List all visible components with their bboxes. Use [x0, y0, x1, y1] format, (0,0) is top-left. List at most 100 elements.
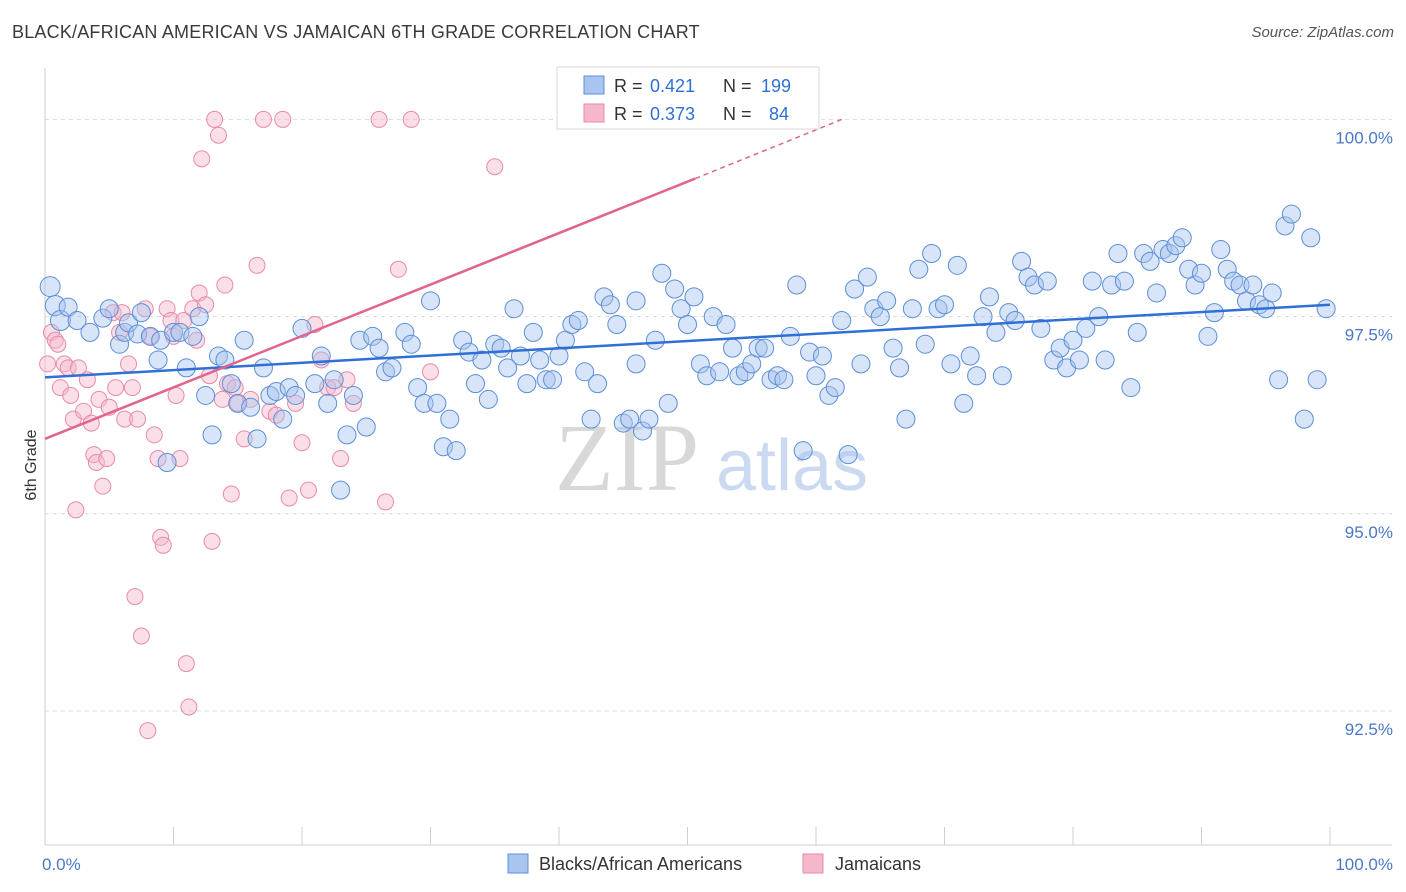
blacks-point-29: [241, 397, 261, 417]
blacks-point-30: [247, 429, 267, 449]
blacks-point-35: [279, 378, 299, 398]
blacks-point-165: [1121, 378, 1141, 398]
blacks-point-162: [1102, 275, 1122, 295]
jamaicans-point-17: [94, 477, 112, 495]
blacks-point-74: [543, 370, 563, 390]
blacks-point-73: [536, 370, 556, 390]
chart-title: BLACK/AFRICAN AMERICAN VS JAMAICAN 6TH G…: [12, 22, 700, 42]
jamaicans-point-27: [126, 588, 144, 606]
jamaicans-point-45: [184, 300, 202, 318]
blacks-point-150: [1024, 275, 1044, 295]
blacks-point-26: [221, 374, 241, 394]
blacks-point-19: [148, 350, 168, 370]
blacks-point-163: [1108, 244, 1128, 264]
blacks-point-40: [318, 393, 338, 413]
jamaicans-point-33: [145, 426, 163, 444]
watermark-atlas: atlas: [716, 426, 868, 506]
blacks-point-147: [1005, 311, 1025, 331]
jamaicans-point-48: [193, 150, 211, 168]
blacks-point-18: [189, 307, 209, 327]
trend-lines: [44, 118, 1331, 441]
blacks-point-46: [356, 417, 376, 437]
legend-swatch-blue: [583, 75, 605, 95]
jamaicans-point-74: [325, 379, 343, 397]
jamaicans-point-75: [332, 450, 350, 468]
jamaicans-point-43: [177, 655, 195, 673]
blacks-point-164: [1114, 271, 1134, 291]
blacks-point-82: [594, 287, 614, 307]
x-tick-label-0: 0.0%: [42, 855, 81, 874]
blacks-point-121: [838, 445, 858, 465]
blacks-point-137: [941, 354, 961, 374]
blacks-point-107: [748, 338, 768, 358]
blacks-point-119: [825, 378, 845, 398]
blacks-point-190: [1281, 204, 1301, 224]
jamaicans-point-15: [87, 454, 105, 471]
blacks-point-166: [1127, 322, 1147, 342]
blacks-point-120: [832, 311, 852, 331]
blacks-point-169: [1147, 283, 1167, 303]
blacks-point-33: [266, 382, 286, 402]
gridlines: [45, 118, 1392, 712]
blacks-point-192: [1301, 228, 1321, 248]
blacks-point-173: [1172, 228, 1192, 248]
jamaicans-point-60: [235, 430, 253, 448]
series-blacks-african-americans: [39, 204, 1336, 500]
blacks-point-0: [39, 276, 61, 298]
x-tick-label-1: 100.0%: [1335, 855, 1393, 874]
blacks-point-167: [1134, 244, 1154, 264]
jamaicans-point-24: [116, 410, 134, 428]
jamaicans-point-44: [180, 698, 198, 716]
jamaicans-point-77: [344, 394, 362, 412]
jamaicans-point-70: [299, 481, 317, 499]
blacks-point-16: [170, 322, 190, 342]
legend-label-blacks: Blacks/African Americans: [539, 854, 742, 874]
blacks-point-58: [440, 409, 460, 429]
blacks-point-79: [575, 362, 595, 382]
legend-swatch-blacks: [507, 853, 529, 874]
blacks-point-42: [331, 480, 351, 500]
blacks-point-28: [234, 330, 254, 350]
chart-source: Source: ZipAtlas.com: [1251, 24, 1394, 41]
blacks-point-51: [395, 322, 415, 342]
blacks-point-20: [157, 453, 177, 472]
blacks-point-133: [915, 334, 935, 354]
legend-r-label-1: R =: [614, 76, 643, 96]
series-jamaicans: [39, 110, 504, 740]
jamaicans-point-69: [293, 434, 311, 452]
y-tick-label-1: 95.0%: [1345, 523, 1393, 542]
blacks-point-7: [99, 299, 119, 319]
blacks-point-151: [1031, 318, 1051, 338]
blacks-point-64: [478, 389, 498, 409]
jamaicans-point-67: [280, 489, 298, 507]
jamaicans-point-20: [104, 304, 122, 322]
blacks-point-92: [652, 263, 672, 283]
legend-label-jamaicans: Jamaicans: [835, 854, 921, 874]
blacks-point-116: [806, 366, 826, 386]
jamaicans-point-46: [188, 331, 206, 349]
jamaicans-point-81: [402, 110, 420, 128]
jamaicans-point-57: [222, 485, 240, 503]
blacks-point-57: [433, 437, 453, 457]
blacks-point-23: [202, 425, 222, 445]
blacks-point-159: [1082, 271, 1102, 291]
blacks-point-41: [324, 370, 344, 390]
y-tick-label-3: 100.0%: [1335, 128, 1393, 147]
blacks-point-161: [1095, 350, 1115, 370]
series-legend: Blacks/African Americans Jamaicans: [507, 853, 921, 874]
jamaicans-point-25: [120, 355, 138, 373]
blacks-point-87: [626, 291, 646, 311]
blacks-point-94: [665, 279, 685, 299]
blacks-point-83: [600, 295, 620, 315]
blacks-point-52: [401, 334, 421, 354]
blacks-point-81: [588, 374, 608, 394]
blacks-point-132: [909, 259, 929, 279]
blacks-point-44: [343, 385, 363, 405]
blacks-point-66: [491, 338, 511, 358]
watermark-zip: ZIP: [555, 404, 699, 511]
blacks-point-145: [992, 366, 1012, 386]
jamaicans-point-66: [274, 110, 292, 128]
blacks-point-90: [626, 354, 646, 374]
blacks-point-179: [1211, 240, 1231, 260]
